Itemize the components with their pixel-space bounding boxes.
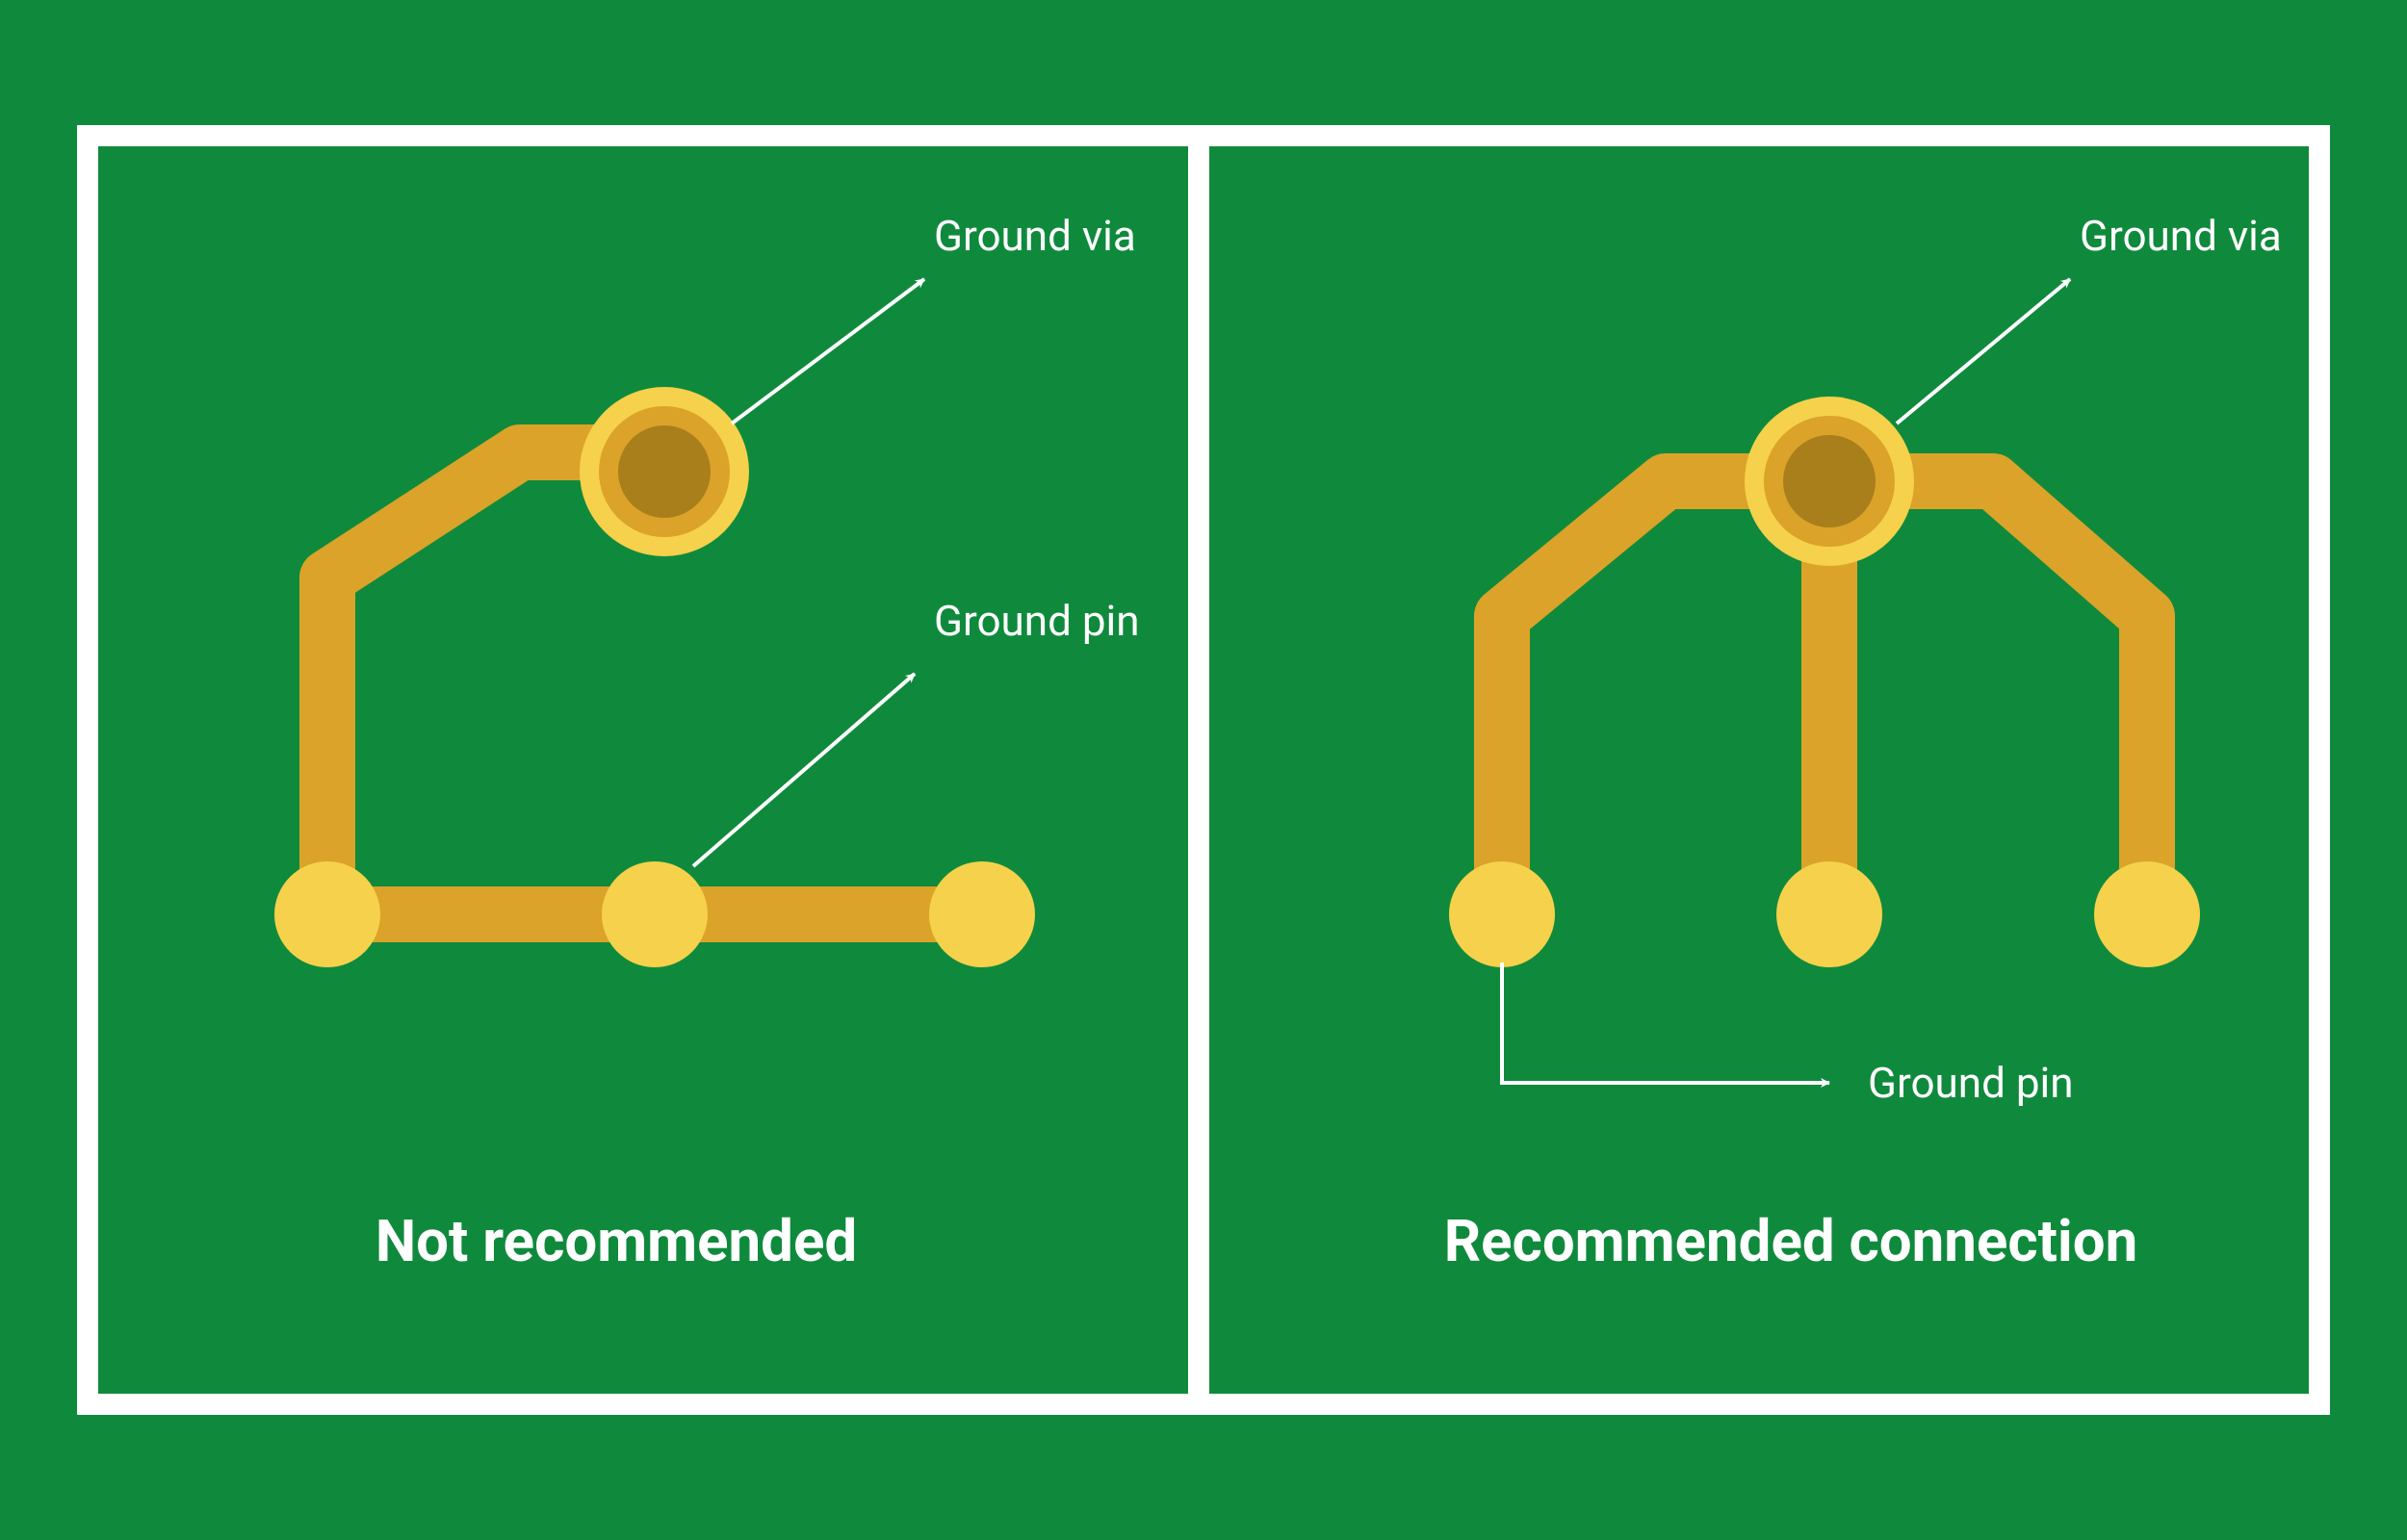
left-panel-ground-via-hole	[618, 425, 711, 518]
right-panel-ground-pin	[2094, 861, 2200, 967]
right-panel-ground-via-hole	[1783, 435, 1876, 527]
left-panel-label-text: Ground pin	[934, 596, 1140, 646]
left-panel-caption: Not recommended	[375, 1207, 857, 1275]
pcb-ground-connection-diagram: Ground via Ground pin Not recommended Groun…	[0, 0, 2407, 1540]
right-panel-ground-pin	[1449, 861, 1555, 967]
right-panel-label-text: Ground pin	[1868, 1058, 2074, 1108]
left-panel-ground-pin	[602, 861, 708, 967]
right-panel-ground-pin	[1776, 861, 1882, 967]
right-panel-caption: Recommended connection	[1444, 1207, 2138, 1275]
right-panel-label-text: Ground via	[2080, 211, 2282, 261]
left-panel-ground-pin	[274, 861, 380, 967]
left-panel-label-text: Ground via	[934, 211, 1136, 261]
left-panel-ground-pin	[929, 861, 1035, 967]
